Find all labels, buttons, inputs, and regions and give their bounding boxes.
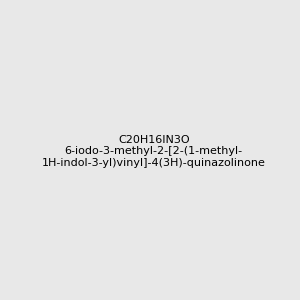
- Text: C20H16IN3O
6-iodo-3-methyl-2-[2-(1-methyl-
1H-indol-3-yl)vinyl]-4(3H)-quinazolin: C20H16IN3O 6-iodo-3-methyl-2-[2-(1-methy…: [42, 135, 266, 168]
